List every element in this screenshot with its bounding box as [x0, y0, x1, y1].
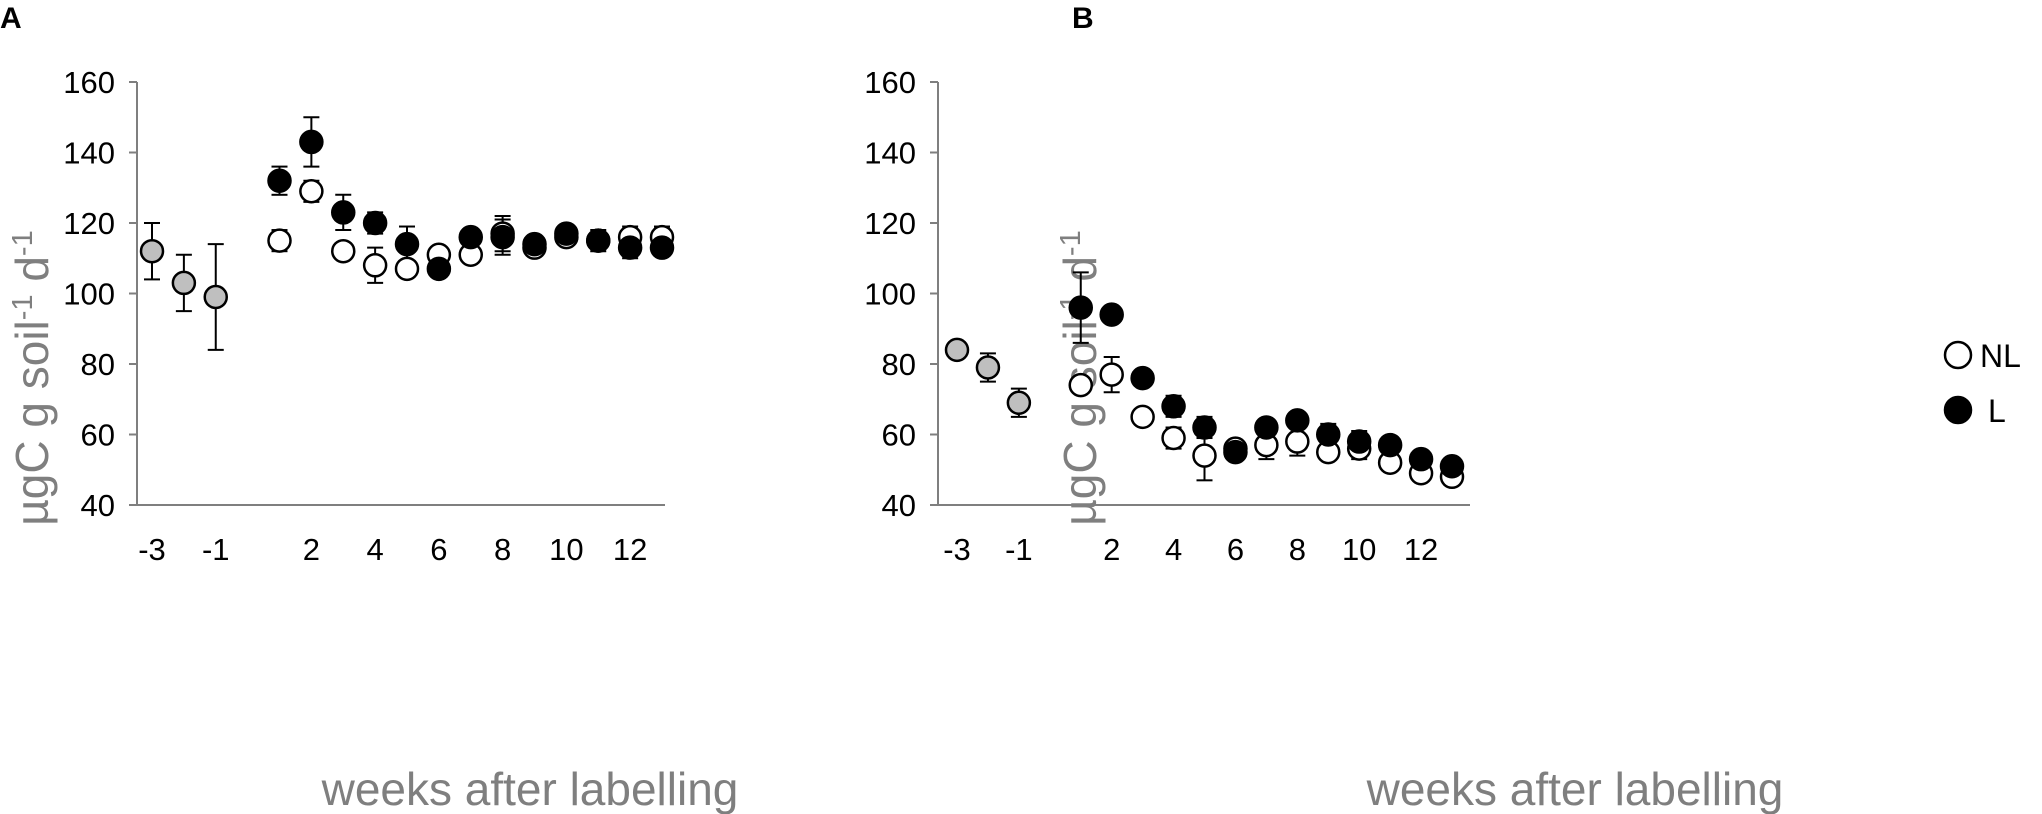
panel-a-y-axis-title-sup1: -1 — [7, 294, 39, 320]
panel-a-point-l — [586, 228, 611, 253]
panel-b-x-tick-label: 12 — [1404, 532, 1438, 567]
panel-a-x-axis-title: weeks after labelling — [321, 763, 739, 814]
panel-b-y-tick-label: 120 — [864, 206, 916, 241]
panel-a-letter: A — [0, 2, 22, 35]
panel-a-y-tick-label: 160 — [63, 65, 115, 100]
panel-a-x-tick-label: -1 — [202, 532, 230, 567]
panel-b-y-tick-label: 40 — [882, 488, 916, 523]
panel-b-point-l — [1099, 302, 1124, 327]
panel-a-point-l — [490, 224, 515, 250]
panel-a-point-nl — [299, 179, 324, 204]
panel-a-point-before-labelling — [171, 270, 197, 296]
panel-b-point-before-labelling — [1006, 390, 1032, 416]
panel-a-x-tick-label: 8 — [494, 532, 511, 567]
panel-b-point-l — [1223, 439, 1248, 465]
panel-b-point-l — [1161, 394, 1186, 419]
panel-b-y-axis-title: µgC g soil-1 d-1 — [1054, 230, 1106, 525]
panel-a-y-tick-label: 140 — [63, 136, 115, 171]
panel-b-point-nl — [1161, 425, 1186, 451]
panel-b-point-nl — [1130, 404, 1155, 430]
panel-b-y-axis-title-sup2: -1 — [1055, 230, 1087, 256]
panel-a-point-l — [394, 231, 420, 257]
panel-b-y-tick-label: 60 — [882, 418, 916, 453]
panel-a-point-l — [426, 256, 452, 282]
panel-b-x-tick-label: 8 — [1289, 532, 1306, 567]
panel-b-point-l — [1316, 422, 1341, 447]
panel-b-x-axis-title: weeks after labelling — [1366, 763, 1784, 814]
panel-b-point-nl — [1068, 372, 1093, 398]
panel-a-point-l — [267, 168, 292, 193]
panel-a: A µgC g soil-1 d-1 weeks after labelling… — [0, 2, 738, 814]
panel-b-point-l — [1254, 415, 1279, 440]
panel-a-point-nl — [267, 228, 292, 253]
panel-b-x-tick-label: 10 — [1342, 532, 1376, 567]
panel-a-point-before-labelling — [139, 238, 165, 264]
panel-a-point-l — [649, 235, 675, 260]
panel-b-point-nl — [1099, 362, 1124, 387]
panel-a-point-l — [458, 224, 483, 250]
panel-b-point-l — [1346, 429, 1372, 454]
legend: NL L — [1943, 338, 2021, 429]
panel-b-point-l — [1377, 432, 1403, 458]
panel-b-letter: B — [1072, 2, 1094, 35]
panel-b-x-tick-label: -1 — [1005, 532, 1033, 567]
legend-label-l: L — [1988, 393, 2006, 429]
panel-b-y-tick-label: 80 — [882, 347, 916, 382]
legend-marker-l — [1943, 395, 1973, 425]
panel-b-point-l — [1192, 415, 1217, 440]
panel-a-point-nl — [362, 253, 388, 278]
panel-a-point-nl — [394, 256, 420, 282]
panel-a-point-l — [554, 221, 579, 246]
panel-b-point-before-labelling — [944, 337, 970, 363]
panel-a-y-axis-title-main: µgC g soil — [6, 320, 58, 525]
panel-b-point-l — [1408, 446, 1434, 472]
panel-a-y-tick-label: 60 — [81, 418, 115, 453]
panel-b-y-tick-label: 160 — [864, 65, 916, 100]
panel-a-point-l — [331, 200, 356, 225]
panel-a-point-before-labelling — [203, 284, 228, 310]
panel-b: B µgC g soil-1 d-1 weeks after labelling… — [864, 2, 1783, 814]
panel-a-point-l — [617, 235, 643, 260]
panel-a-point-nl — [331, 238, 356, 264]
panel-a-y-tick-label: 120 — [63, 206, 115, 241]
panel-a-x-tick-label: 4 — [367, 532, 384, 567]
panel-a-x-tick-label: 12 — [613, 532, 647, 567]
panel-a-y-tick-label: 80 — [81, 347, 115, 382]
panel-a-y-tick-label: 40 — [81, 488, 115, 523]
panel-b-point-l — [1285, 408, 1310, 433]
legend-label-nl: NL — [1980, 338, 2021, 374]
panel-b-x-tick-label: 6 — [1227, 532, 1244, 567]
panel-a-y-tick-label: 100 — [63, 277, 115, 312]
panel-b-y-axis-title-main: µgC g soil — [1054, 320, 1106, 525]
panel-b-x-tick-label: 2 — [1103, 532, 1120, 567]
panel-a-y-axis-title-mid: d — [6, 256, 58, 294]
panel-b-x-tick-label: 4 — [1165, 532, 1182, 567]
panel-a-y-axis-title: µgC g soil-1 d-1 — [6, 230, 58, 525]
panel-b-point-nl — [1285, 429, 1310, 454]
panel-a-x-tick-label: 2 — [303, 532, 320, 567]
legend-marker-nl — [1943, 340, 1973, 370]
panel-a-point-l — [522, 231, 547, 257]
panel-b-point-l — [1130, 365, 1155, 391]
panel-a-x-tick-label: 10 — [549, 532, 583, 567]
panel-a-x-tick-label: -3 — [138, 532, 166, 567]
panel-b-x-tick-label: -3 — [943, 532, 971, 567]
panel-b-y-tick-label: 140 — [864, 136, 916, 171]
panel-a-x-tick-label: 6 — [430, 532, 447, 567]
panel-b-point-l — [1439, 453, 1465, 479]
panel-a-point-l — [362, 210, 388, 236]
panel-b-y-tick-label: 100 — [864, 277, 916, 312]
panel-a-point-l — [299, 129, 324, 155]
panel-b-point-nl — [1192, 443, 1217, 468]
panel-b-point-before-labelling — [975, 355, 1001, 380]
panel-b-point-l — [1068, 295, 1093, 320]
panel-a-y-axis-title-sup2: -1 — [7, 230, 39, 256]
